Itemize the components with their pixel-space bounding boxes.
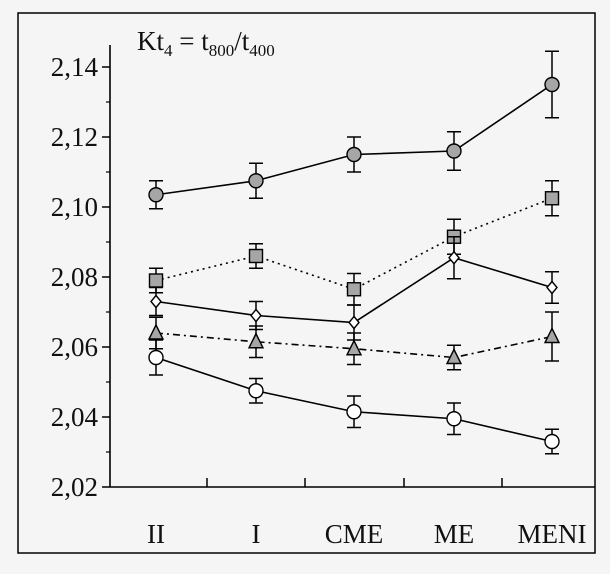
- series-4: [147, 311, 561, 371]
- y-tick-label: 2,04: [51, 402, 99, 432]
- data-point: [248, 173, 264, 189]
- chart-title: Kt4 = t800/t400: [137, 26, 275, 60]
- data-point: [544, 433, 560, 450]
- y-tick-label: 2,02: [51, 472, 98, 502]
- series-1: [148, 50, 560, 210]
- data-point: [248, 248, 264, 264]
- title-lhs-base: Kt: [137, 26, 164, 56]
- title-eq: =: [173, 26, 202, 56]
- data-point: [346, 404, 362, 420]
- data-point: [148, 187, 164, 203]
- data-point: [448, 250, 460, 265]
- title-lhs-sub: 4: [164, 41, 173, 60]
- data-point: [248, 383, 264, 399]
- data-point: [446, 411, 462, 427]
- data-point: [446, 143, 462, 159]
- data-point: [345, 339, 363, 356]
- data-point: [546, 280, 558, 295]
- title-num-sub: 800: [209, 41, 235, 60]
- data-point: [250, 308, 262, 323]
- data-point: [147, 323, 165, 340]
- x-category-label: I: [252, 519, 261, 549]
- data-point: [543, 326, 561, 344]
- data-point: [544, 76, 560, 93]
- data-point: [544, 191, 560, 206]
- x-category-label: II: [147, 519, 165, 549]
- series-layer: [147, 50, 561, 455]
- title-num-base: t: [201, 26, 209, 56]
- y-tick-label: 2,08: [51, 262, 98, 292]
- x-category-label: MENI: [518, 519, 587, 549]
- title-den-sub: 400: [249, 41, 275, 60]
- data-point: [346, 146, 362, 163]
- y-tick-label: 2,06: [51, 332, 98, 362]
- data-point: [348, 315, 360, 330]
- series-2: [148, 180, 560, 306]
- data-point: [150, 294, 162, 309]
- series-5: [148, 339, 560, 455]
- x-category-label: CME: [325, 519, 384, 549]
- y-tick-label: 2,12: [51, 122, 98, 152]
- y-tick-label: 2,14: [51, 52, 99, 82]
- title-den-base: t: [242, 26, 250, 56]
- series-3: [149, 236, 559, 341]
- y-tick-label: 2,10: [51, 192, 98, 222]
- x-category-label: ME: [434, 519, 475, 549]
- data-point: [247, 332, 265, 349]
- data-point: [445, 347, 463, 365]
- title-slash: /: [234, 26, 242, 56]
- series-line: [155, 197, 553, 291]
- chart-border: [17, 12, 596, 554]
- data-point: [148, 273, 164, 288]
- data-point: [148, 349, 164, 366]
- data-point: [346, 282, 362, 297]
